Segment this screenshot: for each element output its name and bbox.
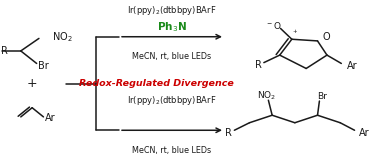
Text: +: +: [27, 77, 37, 90]
Text: NO$_2$: NO$_2$: [257, 89, 276, 102]
Text: $^+$: $^+$: [291, 28, 298, 37]
Text: Br: Br: [38, 61, 49, 71]
Text: MeCN, rt, blue LEDs: MeCN, rt, blue LEDs: [132, 52, 212, 61]
Text: R: R: [1, 46, 8, 56]
Text: Br: Br: [317, 92, 327, 101]
Text: MeCN, rt, blue LEDs: MeCN, rt, blue LEDs: [132, 146, 212, 155]
Text: Ir(ppy)$_2$(dtbbpy)BArF: Ir(ppy)$_2$(dtbbpy)BArF: [127, 94, 217, 107]
Text: Ar: Ar: [359, 128, 370, 138]
Text: Ar: Ar: [347, 61, 358, 71]
Text: $^-$O: $^-$O: [265, 20, 282, 31]
Text: R: R: [225, 128, 232, 138]
Text: Ir(ppy)$_2$(dtbbpy)BArF: Ir(ppy)$_2$(dtbbpy)BArF: [127, 4, 217, 17]
Text: R: R: [255, 60, 262, 70]
Text: Redox-Regulated Divergence: Redox-Regulated Divergence: [79, 79, 234, 88]
Text: O: O: [322, 32, 330, 42]
Text: NO$_2$: NO$_2$: [52, 31, 73, 44]
Text: Ar: Ar: [45, 113, 56, 123]
Text: Ph$_3$N: Ph$_3$N: [157, 21, 187, 34]
